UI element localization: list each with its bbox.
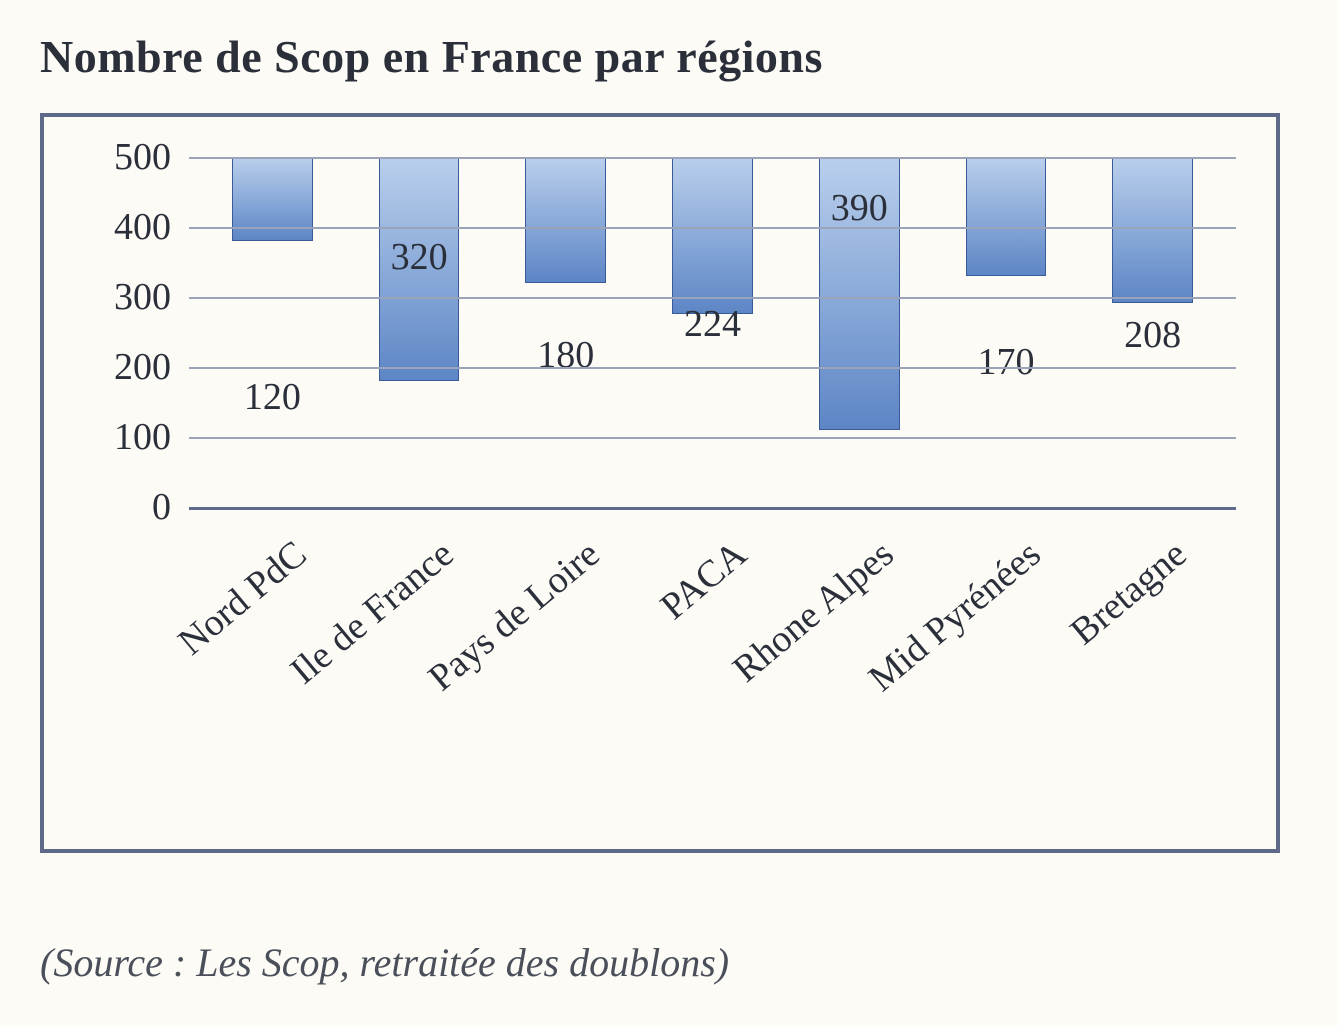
ytick-label: 200 — [114, 345, 171, 389]
bar-slot: 180 — [492, 157, 639, 507]
bar-slot: 390 — [786, 157, 933, 507]
chart-frame: 120 320 180 224 390 170 208 0 100 200 300 400 500 N… — [40, 113, 1280, 853]
bar-value-label: 170 — [977, 340, 1034, 384]
bar-value-label: 390 — [831, 186, 888, 230]
bar-value-label: 120 — [244, 375, 301, 419]
bar-slot: 208 — [1079, 157, 1226, 507]
gridline — [189, 507, 1236, 510]
bar-value-label: 320 — [391, 235, 448, 279]
page: Nombre de Scop en France par régions 120… — [0, 0, 1338, 1026]
gridline — [189, 157, 1236, 159]
bars-container: 120 320 180 224 390 170 208 — [189, 157, 1236, 507]
bar-value-label: 208 — [1124, 313, 1181, 357]
ytick-label: 300 — [114, 275, 171, 319]
xlabel-slot: Mid Pyrénées — [933, 522, 1080, 822]
bar-slot: 224 — [639, 157, 786, 507]
ytick-label: 100 — [114, 415, 171, 459]
bar-rect — [1112, 157, 1193, 303]
gridline — [189, 437, 1236, 439]
ytick-label: 0 — [152, 485, 171, 529]
ytick-label: 400 — [114, 205, 171, 249]
bar-slot: 170 — [933, 157, 1080, 507]
bar-rect — [525, 157, 606, 283]
gridline — [189, 367, 1236, 369]
bar-rect — [672, 157, 753, 314]
gridline — [189, 297, 1236, 299]
chart-title: Nombre de Scop en France par régions — [40, 30, 1298, 83]
bar-slot: 320 — [346, 157, 493, 507]
x-axis-labels: Nord PdCIle de FrancePays de LoirePACARh… — [189, 522, 1236, 822]
xlabel-slot: Pays de Loire — [492, 522, 639, 822]
bar-value-label: 180 — [537, 333, 594, 377]
bar-slot: 120 — [199, 157, 346, 507]
xlabel-text: PACA — [652, 532, 755, 629]
ytick-label: 500 — [114, 135, 171, 179]
plot-area: 120320180224390170208 0100200300400500 — [189, 157, 1236, 507]
bar-value-label: 224 — [684, 302, 741, 346]
bar-rect — [966, 157, 1047, 276]
xlabel-text: Nord PdC — [170, 532, 316, 664]
xlabel-text: Bretagne — [1062, 532, 1195, 654]
xlabel-slot: Bretagne — [1079, 522, 1226, 822]
gridline — [189, 227, 1236, 229]
source-text: (Source : Les Scop, retraitée des doublo… — [40, 939, 729, 986]
